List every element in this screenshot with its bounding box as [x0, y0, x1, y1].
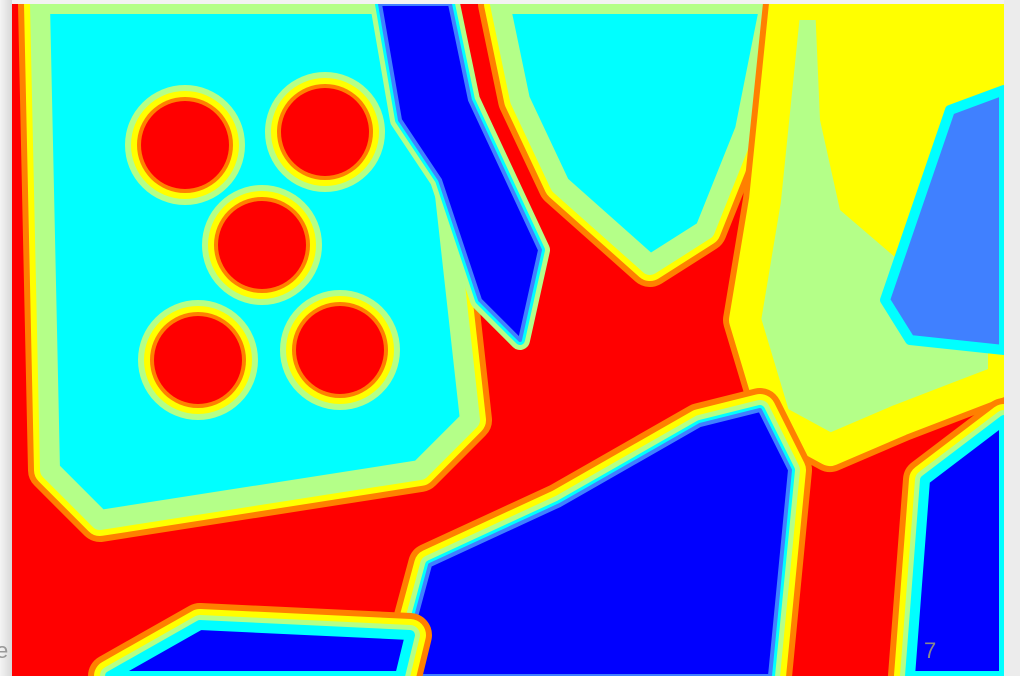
- footer-text: e: [0, 638, 8, 663]
- slide: e 7 (() => { const data = JSON.parse(doc…: [0, 0, 1020, 676]
- right-region: [745, 4, 1004, 450]
- slide-edge: [0, 0, 12, 676]
- page-number: 7: [924, 638, 936, 663]
- contour-image: [12, 4, 1004, 676]
- slide-edge: [1004, 0, 1020, 676]
- slide-canvas: e 7: [0, 0, 1020, 676]
